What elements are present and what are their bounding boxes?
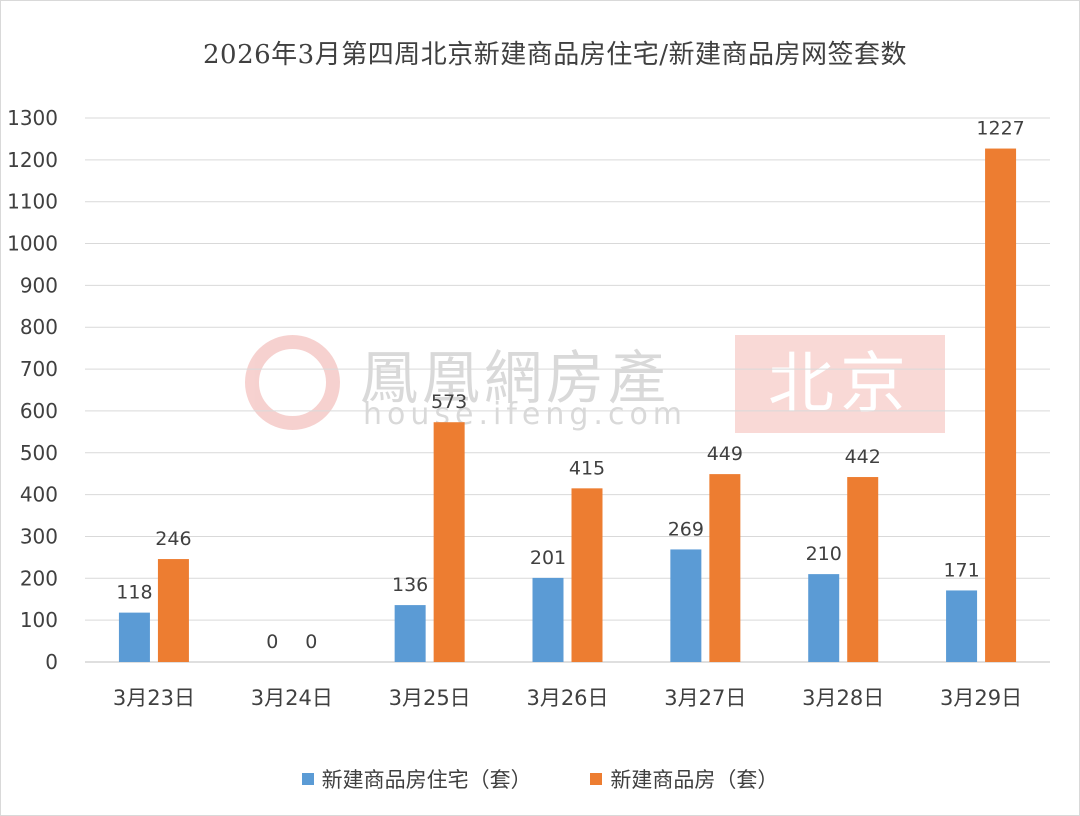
legend-label: 新建商品房（套） [610, 768, 779, 792]
data-label: 573 [431, 391, 467, 413]
x-tick-label: 3月29日 [940, 686, 1022, 710]
x-tick-label: 3月24日 [251, 686, 333, 710]
y-tick-label: 1300 [7, 106, 58, 130]
y-tick-label: 1000 [7, 232, 58, 256]
data-label: 201 [530, 547, 566, 569]
x-tick-label: 3月25日 [389, 686, 471, 710]
x-tick-label: 3月28日 [802, 686, 884, 710]
legend-swatch [301, 773, 314, 785]
bar-total [985, 148, 1017, 662]
data-label: 0 [305, 631, 317, 653]
data-label: 246 [155, 528, 191, 550]
bar-residential [946, 590, 978, 662]
data-label: 1227 [976, 118, 1024, 140]
data-label: 415 [569, 457, 605, 479]
y-tick-label: 0 [45, 650, 58, 674]
bar-residential [670, 549, 702, 662]
y-tick-label: 1100 [7, 190, 58, 214]
legend-item-total: 新建商品房（套） [590, 764, 778, 794]
x-tick-label: 3月27日 [664, 686, 746, 710]
data-label: 118 [116, 582, 152, 604]
bar-total [709, 474, 741, 662]
y-tick-label: 700 [20, 357, 58, 381]
legend-swatch [590, 773, 603, 785]
x-tick-label: 3月23日 [113, 686, 195, 710]
bar-total [433, 422, 465, 662]
chart-title: 2026年3月第四周北京新建商品房住宅/新建商品房网签套数 [203, 40, 907, 70]
y-tick-label: 900 [20, 273, 58, 297]
legend-item-residential: 新建商品房住宅（套） [301, 764, 532, 794]
data-label: 171 [943, 559, 979, 581]
bar-residential [118, 612, 150, 662]
legend: 新建商品房住宅（套） 新建商品房（套） [0, 764, 1080, 794]
bar-residential [394, 605, 426, 662]
bar-residential [532, 577, 564, 662]
data-label: 442 [845, 446, 881, 468]
bar-total [157, 559, 189, 662]
data-label: 210 [806, 543, 842, 565]
y-tick-label: 1200 [7, 148, 58, 172]
legend-label: 新建商品房住宅（套） [321, 768, 532, 792]
y-tick-label: 600 [20, 399, 58, 423]
bar-total [571, 488, 603, 662]
x-tick-label: 3月26日 [526, 686, 608, 710]
data-label: 269 [668, 518, 704, 540]
data-label: 449 [707, 443, 743, 465]
y-tick-label: 500 [20, 441, 58, 465]
data-label: 136 [392, 574, 428, 596]
bar-residential [808, 574, 840, 662]
y-tick-label: 200 [20, 566, 58, 590]
y-tick-label: 100 [20, 608, 58, 632]
y-tick-label: 400 [20, 483, 58, 507]
y-tick-label: 300 [20, 524, 58, 548]
y-tick-label: 800 [20, 315, 58, 339]
bar-total [847, 477, 879, 662]
data-label: 0 [266, 631, 278, 653]
